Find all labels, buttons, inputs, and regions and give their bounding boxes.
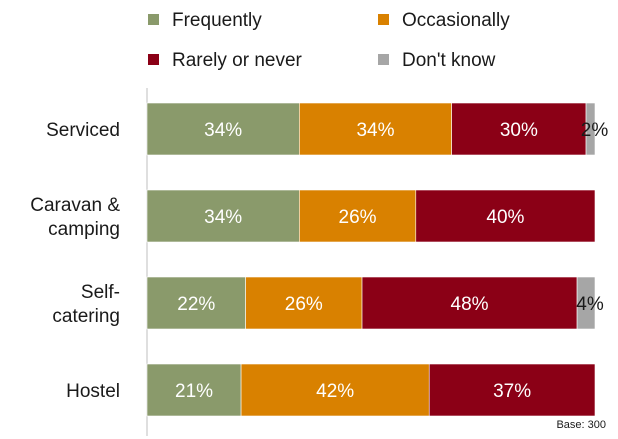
bar-serviced-frequently bbox=[146, 102, 300, 156]
data-label-self-catering-occasionally: 26% bbox=[285, 294, 323, 315]
bar-caravan-camping-frequently bbox=[146, 189, 300, 243]
category-label-caravan-camping: Caravan & camping bbox=[30, 195, 120, 240]
bar-caravan-camping-occasionally bbox=[299, 189, 417, 243]
bar-self-catering-occasionally bbox=[245, 276, 363, 330]
bar-serviced-don-t-know bbox=[585, 102, 596, 156]
legend: Frequently Occasionally Rarely or never Don… bbox=[148, 10, 510, 71]
bar-self-catering-don-t-know bbox=[576, 276, 596, 330]
data-label-serviced-occasionally: 34% bbox=[356, 120, 394, 141]
category-label-serviced: Serviced bbox=[46, 120, 120, 141]
bar-hostel-occasionally bbox=[240, 363, 430, 417]
bar-hostel-frequently bbox=[146, 363, 242, 417]
category-labels: Serviced Caravan & camping Self-catering Hos… bbox=[30, 120, 120, 402]
bar-self-catering-frequently bbox=[146, 276, 246, 330]
legend-label-don-t-know: Don't know bbox=[402, 50, 496, 71]
bar-serviced-occasionally bbox=[299, 102, 452, 156]
legend-label-occasionally: Occasionally bbox=[402, 10, 510, 31]
bar-hostel-rarely-or-never bbox=[428, 363, 596, 417]
data-label-serviced-frequently: 34% bbox=[204, 120, 242, 141]
data-label-serviced-don-t-know: 2% bbox=[581, 120, 609, 141]
data-label-hostel-rarely-or-never: 37% bbox=[493, 381, 531, 402]
data-label-caravan-camping-rarely-or-never: 40% bbox=[486, 207, 524, 228]
legend-swatch-frequently bbox=[148, 14, 159, 25]
legend-swatch-don-t-know bbox=[378, 54, 389, 65]
bar-serviced-rarely-or-never bbox=[451, 102, 587, 156]
data-label-caravan-camping-occasionally: 26% bbox=[339, 207, 377, 228]
data-label-hostel-occasionally: 42% bbox=[316, 381, 354, 402]
data-label-self-catering-frequently: 22% bbox=[177, 294, 215, 315]
data-label-self-catering-don-t-know: 4% bbox=[576, 294, 604, 315]
data-label-self-catering-rarely-or-never: 48% bbox=[451, 294, 489, 315]
legend-swatch-occasionally bbox=[378, 14, 389, 25]
bars: 34% 34% 30% 2% 34% 26% 40% 22% 26% 48% 4% 21% 42% 37% bbox=[146, 102, 609, 417]
legend-swatch-rarely-or-never bbox=[148, 54, 159, 65]
data-label-caravan-camping-frequently: 34% bbox=[204, 207, 242, 228]
data-label-hostel-frequently: 21% bbox=[175, 381, 213, 402]
bar-caravan-camping-rarely-or-never bbox=[415, 189, 596, 243]
bar-self-catering-rarely-or-never bbox=[361, 276, 578, 330]
legend-label-frequently: Frequently bbox=[172, 10, 262, 31]
legend-label-rarely-or-never: Rarely or never bbox=[172, 50, 303, 71]
category-label-hostel: Hostel bbox=[66, 381, 120, 402]
category-label-self-catering: Self-catering bbox=[52, 282, 120, 327]
base-note: Base: 300 bbox=[556, 419, 606, 431]
data-label-serviced-rarely-or-never: 30% bbox=[500, 120, 538, 141]
